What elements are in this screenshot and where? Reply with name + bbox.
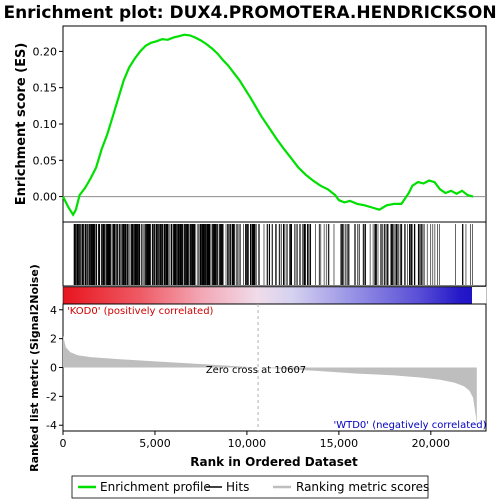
rank-y-axis-label: Ranked list metric (Signal2Noise) xyxy=(28,264,41,472)
es-panel-frame xyxy=(62,25,487,223)
x-axis-label: Rank in Ordered Dataset xyxy=(190,455,358,469)
negative-correlation-label: 'WTD0' (negatively correlated) xyxy=(333,420,486,431)
rank-y-ticks: -4 -2 0 2 4 xyxy=(46,304,63,432)
legend-hits-label: Hits xyxy=(226,480,249,494)
legend-enrichment-label: Enrichment profile xyxy=(100,480,211,494)
enrichment-profile-line xyxy=(62,33,474,217)
positive-correlation-label: 'KOD0' (positively correlated) xyxy=(67,306,214,317)
rank-y-tick-label: -2 xyxy=(46,390,57,403)
zero-cross-label: Zero cross at 10607 xyxy=(206,365,306,376)
es-panel: 0.00 0.05 0.10 0.15 0.20 Enrichment score (E… xyxy=(14,25,487,223)
es-y-tick-label: 0.05 xyxy=(33,154,58,167)
rank-color-bar xyxy=(62,286,487,305)
es-y-tick-label: 0.20 xyxy=(33,45,58,58)
x-tick-label: 5,000 xyxy=(139,437,171,450)
rank-panel: Zero cross at 10607 'KOD0' (positively c… xyxy=(28,264,487,472)
rank-y-tick-label: 0 xyxy=(50,362,57,375)
rank-y-tick-label: 2 xyxy=(50,333,57,346)
hit-marks xyxy=(73,224,473,285)
x-tick-label: 20,000 xyxy=(412,437,451,450)
es-y-tick-label: 0.15 xyxy=(33,82,58,95)
x-axis: 0 5,000 10,000 15,000 20,000 xyxy=(60,431,451,450)
legend: Enrichment profile Hits Ranking metric s… xyxy=(71,475,429,499)
legend-frame xyxy=(71,475,429,499)
rank-y-tick-label: 4 xyxy=(50,304,57,317)
es-y-axis-label: Enrichment score (ES) xyxy=(14,43,29,206)
x-tick-label: 0 xyxy=(60,437,67,450)
legend-ranking-label: Ranking metric scores xyxy=(296,480,429,494)
rank-color-bar-tail xyxy=(472,287,486,304)
es-y-tick-label: 0.10 xyxy=(33,118,58,131)
es-y-tick-label: 0.00 xyxy=(33,191,58,204)
es-y-ticks: 0.00 0.05 0.10 0.15 0.20 xyxy=(33,45,63,204)
hits-panel xyxy=(62,221,487,287)
chart-title: Enrichment plot: DUX4.PROMOTERA.HENDRICK… xyxy=(3,3,496,23)
x-tick-label: 10,000 xyxy=(228,437,267,450)
x-tick-label: 15,000 xyxy=(320,437,359,450)
rank-y-tick-label: -4 xyxy=(46,419,57,432)
